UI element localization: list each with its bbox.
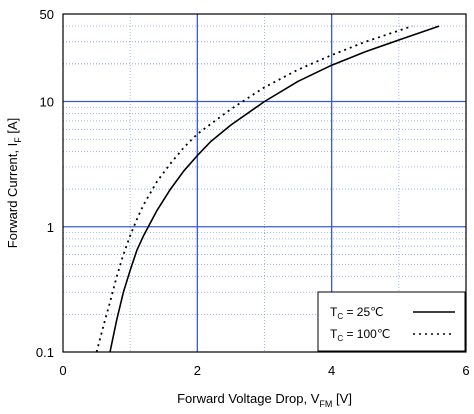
tick-labels: 0 2 4 6 0.1 1 10 50 (36, 7, 470, 378)
x-tick-label: 6 (462, 363, 469, 378)
y-tick-label: 50 (40, 7, 54, 22)
series-lines (95, 25, 440, 353)
x-axis-title-unit: [V] (332, 391, 352, 406)
x-axis-title-main: Forward Voltage Drop, V (177, 391, 320, 406)
x-tick-label: 0 (59, 363, 66, 378)
series-25c-line (109, 25, 440, 353)
legend-label-100c-prefix: T (330, 327, 338, 341)
legend-label-100c-sub: C (337, 334, 343, 343)
x-tick-label: 2 (194, 363, 201, 378)
plot-frame (62, 13, 467, 353)
x-axis-title: Forward Voltage Drop, VFM [V] (177, 391, 352, 409)
x-axis-title-sub: FM (319, 399, 332, 409)
legend-label-25c-suffix: = 25℃ (343, 305, 384, 319)
x-tick-label: 4 (328, 363, 335, 378)
y-axis-title-main: Forward Current, I (5, 143, 20, 248)
y-axis-title: Forward Current, IF [A] (5, 118, 23, 249)
legend-label-25c-prefix: T (330, 305, 338, 319)
y-axis-title-sub: F (13, 137, 23, 143)
legend-label-25c-sub: C (337, 312, 343, 321)
legend: TC = 25℃ TC = 100℃ (317, 291, 466, 352)
y-tick-label: 0.1 (36, 345, 54, 360)
y-axis-title-unit: [A] (5, 118, 20, 138)
series-100c-line (95, 25, 413, 353)
legend-box (317, 291, 466, 352)
y-tick-label: 1 (47, 220, 54, 235)
y-tick-label: 10 (40, 95, 54, 110)
grid (63, 13, 466, 352)
legend-label-25c: TC = 25℃ (330, 305, 384, 321)
legend-label-100c-suffix: = 100℃ (343, 327, 390, 341)
legend-label-100c: TC = 100℃ (330, 327, 390, 343)
